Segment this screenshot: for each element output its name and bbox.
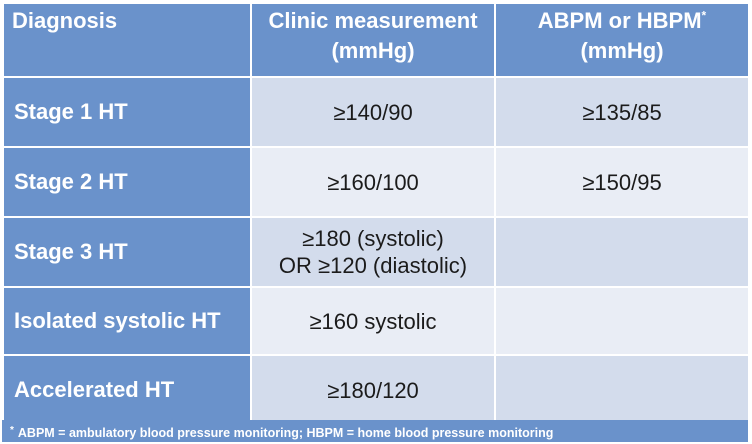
clinic-value-line: ≥180/120 [327,377,419,403]
footnote-text: ABPM = ambulatory blood pressure monitor… [17,426,554,440]
header-abpm-line2: (mmHg) [580,38,664,63]
footnote-bar: * ABPM = ambulatory blood pressure monito… [2,420,748,442]
clinic-value-line: ≥160/100 [327,169,419,195]
header-abpm-line1: ABPM or HBPM [537,8,702,33]
header-abpm-hbpm: ABPM or HBPM* (mmHg) [494,2,750,78]
row-abpm-value [494,354,750,426]
table-row: Stage 1 HT ≥140/90 ≥135/85 [2,76,750,148]
header-clinic-line1: Clinic measurement [268,8,478,33]
table-body: Stage 1 HT ≥140/90 ≥135/85 Stage 2 HT ≥1… [2,76,750,426]
clinic-value-line: ≥140/90 [333,99,413,125]
row-abpm-value [494,286,750,356]
header-diagnosis: Diagnosis [2,2,252,78]
table-row: Accelerated HT ≥180/120 [2,354,750,426]
row-clinic-value: ≥180 (systolic) OR ≥120 (diastolic) [250,216,496,288]
table-row: Stage 2 HT ≥160/100 ≥150/95 [2,146,750,218]
footnote-marker: * [10,425,14,436]
row-diagnosis: Accelerated HT [2,354,252,426]
header-abpm-line1-wrap: ABPM or HBPM* [496,6,748,36]
row-clinic-value: ≥160/100 [250,146,496,218]
header-row: Diagnosis Clinic measurement (mmHg) ABPM… [2,2,750,78]
table-row: Isolated systolic HT ≥160 systolic [2,286,750,356]
header-abpm-footnote-marker: * [701,8,707,23]
row-diagnosis: Stage 3 HT [2,216,252,288]
clinic-value-line: ≥180 (systolic) [302,226,444,251]
row-diagnosis: Stage 1 HT [2,76,252,148]
row-clinic-value: ≥160 systolic [250,286,496,356]
header-clinic-measurement: Clinic measurement (mmHg) [250,2,496,78]
table-header: Diagnosis Clinic measurement (mmHg) ABPM… [2,2,750,78]
row-clinic-value: ≥140/90 [250,76,496,148]
row-clinic-value: ≥180/120 [250,354,496,426]
clinic-value-line: ≥160 systolic [309,308,437,334]
clinic-value-line: OR ≥120 (diastolic) [278,253,468,278]
row-abpm-value [494,216,750,288]
table-row: Stage 3 HT ≥180 (systolic) OR ≥120 (dias… [2,216,750,288]
row-abpm-value: ≥150/95 [494,146,750,218]
row-diagnosis: Stage 2 HT [2,146,252,218]
row-diagnosis: Isolated systolic HT [2,286,252,356]
header-clinic-line2: (mmHg) [331,38,415,63]
hypertension-diagnosis-table: Diagnosis Clinic measurement (mmHg) ABPM… [2,2,750,426]
row-abpm-value: ≥135/85 [494,76,750,148]
header-diagnosis-label: Diagnosis [12,8,118,33]
